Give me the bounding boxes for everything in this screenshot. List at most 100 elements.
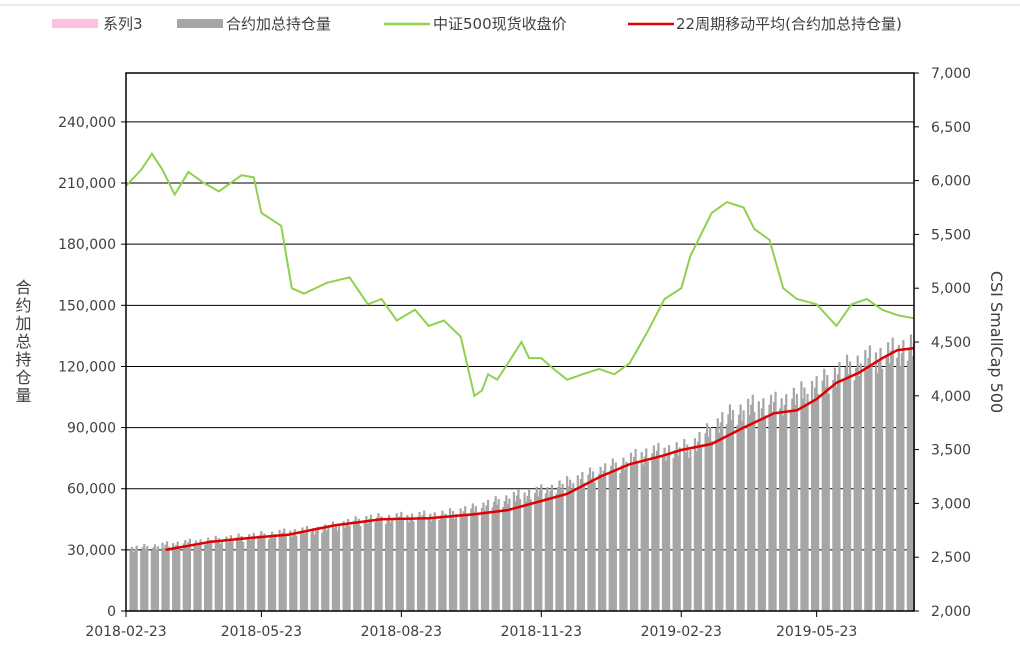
x-axis: 2018-02-23 2018-05-23 2018-08-23 2018-11-23… [85,611,857,640]
open-interest-bar [727,414,730,611]
open-interest-bar [739,404,742,611]
open-interest-bar [369,514,373,611]
open-interest-bar [880,368,884,611]
open-interest-bar [569,479,572,611]
left-tick-label: 150,000 [58,298,116,314]
open-interest-bar [427,518,430,611]
open-interest-bar [728,404,732,611]
open-interest-bar [347,519,350,611]
open-interest-bar [444,513,447,611]
csi500-line [125,151,915,398]
open-interest-bar [663,447,666,611]
open-interest-bar [620,465,624,611]
open-interest-bar [683,439,686,611]
open-interest-bar [462,511,465,611]
open-interest-bar [269,535,272,611]
open-interest-bar [581,472,584,611]
open-interest-bar [267,539,271,611]
open-interest-bar [438,520,441,611]
open-interest-bar [885,355,888,611]
open-interest-bar [263,533,266,611]
open-interest-bar [366,523,369,611]
open-interest-bar [709,427,712,611]
open-interest-bar [251,536,254,611]
open-interest-bar [316,526,319,611]
open-interest-bar [485,505,488,611]
open-interest-bar [377,513,380,611]
open-interest-bar [906,360,910,611]
open-interest-bar [800,381,803,611]
left-tick-label: 0 [107,604,116,620]
open-interest-bar [471,503,474,611]
open-interest-bar [210,539,213,611]
legend-swatch-open-interest [177,19,223,28]
open-interest-bar [601,477,604,611]
open-interest-bar [779,408,782,611]
open-interest-bar [461,516,464,611]
open-interest-bar [194,540,198,611]
open-interest-bar [283,528,286,611]
open-interest-bar [161,542,164,611]
open-interest-bar [517,489,520,611]
open-interest-bar [284,534,287,611]
open-interest-bar [322,528,325,611]
open-interest-bar [774,391,777,611]
moving-average-line [165,346,915,552]
open-interest-bar [386,519,389,611]
open-interest-bar [836,374,840,611]
open-interest-bar [272,537,275,611]
open-interest-bar [643,456,646,611]
open-interest-bar [395,513,398,611]
open-interest-bar [240,535,243,611]
x-tick-label: 2019-02-23 [641,624,722,640]
open-interest-bar [559,490,563,611]
left-tick-label: 90,000 [67,421,116,437]
open-interest-bar [634,449,637,611]
open-interest-bar [310,532,313,611]
open-interest-bar [675,442,678,611]
open-interest-bar [249,540,252,611]
right-tick-label: 6,000 [931,174,971,190]
open-interest-bar [858,375,861,611]
open-interest-bar [742,410,745,611]
open-interest-bar [401,519,404,611]
open-interest-bar [642,464,645,611]
legend-swatch-series3 [52,19,98,28]
open-interest-bar [246,537,249,611]
open-interest-bar [759,418,762,611]
open-interest-bar [465,514,468,611]
open-interest-bar [579,478,582,611]
open-interest-bar [622,457,625,611]
open-interest-bar [870,366,873,611]
open-interest-bar [173,548,176,611]
open-interest-bar [824,387,827,611]
open-interest-bar [270,531,274,611]
open-interest-bar [523,492,526,611]
open-interest-bar [188,538,191,611]
open-interest-bar [826,375,829,611]
legend-label-csi500: 中证500现货收盘价 [433,15,567,33]
x-tick-label: 2018-02-23 [85,624,166,640]
open-interest-bar [890,350,893,611]
open-interest-bar [325,530,328,611]
open-interest-bar [220,540,223,611]
open-interest-bar [397,520,400,611]
open-interest-bar [280,536,283,611]
open-interest-bar [845,354,849,611]
x-tick-label: 2018-11-23 [501,624,582,640]
open-interest-bar [407,522,411,611]
open-interest-bar [812,399,815,611]
open-interest-bar [497,499,500,611]
open-interest-bar [217,538,220,611]
open-interest-bar [153,544,157,611]
open-interest-bar [547,497,551,611]
open-interest-bar [482,502,485,611]
open-interest-bar [368,519,371,611]
open-interest-bar [164,544,167,611]
open-interest-bar [654,458,657,611]
open-interest-bar [196,546,199,611]
open-interest-bar [535,486,538,611]
open-interest-bar [365,515,368,611]
open-interest-bar [493,501,496,611]
open-interest-bar [678,447,681,611]
